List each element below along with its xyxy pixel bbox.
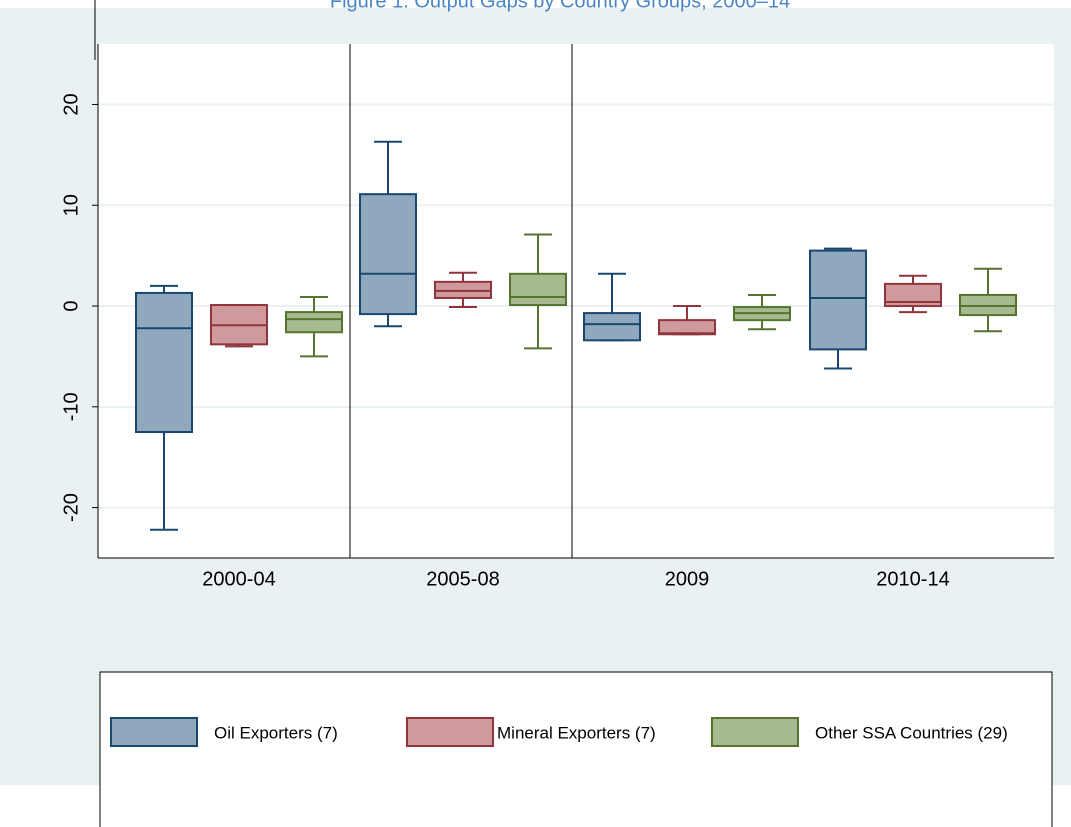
legend-label: Other SSA Countries (29) (815, 723, 1008, 742)
box (809, 249, 867, 351)
y-tick-label: 10 (60, 194, 82, 216)
whisker-upper (673, 305, 701, 321)
y-tick-label: -20 (60, 493, 82, 522)
whisker-upper (449, 271, 477, 282)
legend (99, 671, 1053, 827)
whisker-upper (899, 274, 927, 284)
whisker-lower (300, 332, 328, 358)
y-tick-label: 20 (60, 93, 82, 115)
legend-label: Mineral Exporters (7) (497, 723, 656, 742)
x-tick-label: 2010-14 (876, 568, 949, 590)
legend-key (711, 717, 799, 747)
chart-title: Figure 1. Output Gaps by Country Groups,… (330, 0, 790, 12)
whisker-lower (824, 349, 852, 370)
x-tick-label: 2000-04 (202, 568, 275, 590)
legend-key (406, 717, 494, 747)
whisker-upper (374, 140, 402, 195)
whisker-upper (524, 233, 552, 274)
box (583, 312, 641, 342)
whisker-lower (748, 320, 776, 331)
box (285, 311, 343, 334)
x-tick-label: 2005-08 (426, 568, 499, 590)
box (959, 293, 1017, 317)
whisker-lower (374, 314, 402, 328)
whisker-upper (598, 272, 626, 314)
whisker-lower (150, 432, 178, 531)
box (434, 280, 492, 299)
box (359, 193, 417, 316)
x-tick-label: 2009 (665, 568, 710, 590)
box (884, 282, 942, 308)
whisker-lower (899, 306, 927, 314)
whisker-lower (524, 305, 552, 350)
whisker-upper (748, 293, 776, 308)
box (509, 272, 567, 307)
whisker-lower (449, 297, 477, 309)
whisker-lower (974, 315, 1002, 333)
whisker-upper (300, 295, 328, 313)
box (658, 319, 716, 336)
y-tick-label: 0 (60, 300, 82, 311)
legend-label: Oil Exporters (7) (214, 723, 338, 742)
box (135, 291, 193, 434)
whisker-upper (974, 267, 1002, 295)
legend-key (110, 717, 198, 747)
y-tick-label: -10 (60, 392, 82, 421)
whisker-upper (150, 284, 178, 293)
